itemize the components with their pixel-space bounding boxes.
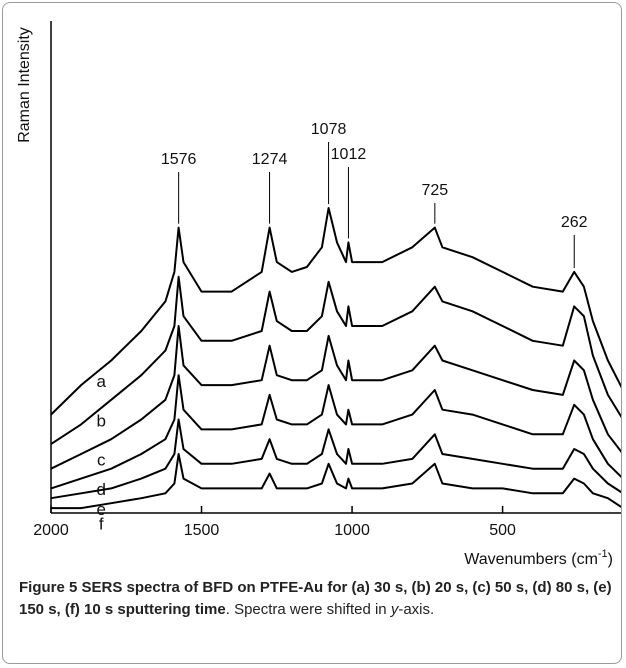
x-axis-label-sup: -1 [598, 548, 608, 560]
series-label: c [97, 451, 106, 470]
x-tick-label: 500 [489, 522, 516, 539]
spectrum-line [50, 275, 621, 445]
spectrum-line [50, 374, 621, 490]
y-axis-label: Raman Intensity [16, 27, 33, 143]
spectrum-line [51, 453, 621, 510]
spectrum-line [50, 325, 621, 470]
spectrum-line [50, 418, 621, 500]
caption-text: -axis. [398, 601, 435, 618]
series-label: b [96, 411, 105, 430]
peak-label: 725 [421, 182, 448, 199]
series-label: a [96, 372, 106, 391]
x-tick-label: 1000 [334, 522, 370, 539]
chart: Raman Intensity Wavenumbers (cm-1) 2000 1… [16, 21, 621, 568]
peak-label: 1012 [331, 146, 367, 163]
x-tick-label: 1500 [184, 522, 220, 539]
caption: Figure 5 SERS spectra of BFD on PTFE-Au … [19, 577, 615, 621]
series-label: e [96, 500, 105, 519]
caption-bold: Figure 5 SERS spectra of BFD on PTFE-Au … [19, 579, 612, 618]
peak-label: 1274 [252, 151, 288, 168]
peak-label: 1576 [161, 151, 197, 168]
x-tick-label: 2000 [33, 522, 69, 539]
spectrum-line [50, 207, 621, 416]
peak-label: 262 [561, 214, 588, 231]
caption-text: . Spectra were shifted in [225, 601, 391, 618]
x-axis-label-text: Wavenumbers (cm [464, 551, 598, 568]
series-label: f [99, 515, 104, 534]
peak-label: 1078 [311, 121, 347, 138]
x-axis-label: Wavenumbers (cm-1) [464, 548, 613, 568]
x-axis-label-close: ) [608, 551, 613, 568]
caption-italic: y [390, 601, 399, 618]
